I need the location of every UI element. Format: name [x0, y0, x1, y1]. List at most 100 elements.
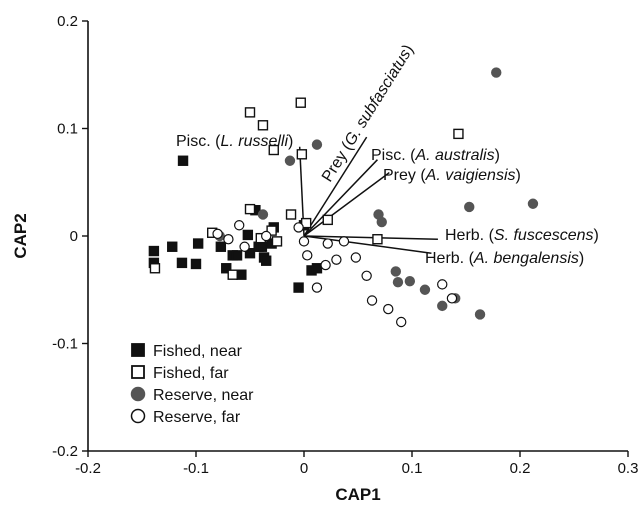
- x-tick-label: 0.1: [402, 460, 423, 477]
- vector-label: Herb. (A. bengalensis): [425, 250, 584, 267]
- point-reserve-far: [233, 220, 245, 231]
- point-reserve-near: [527, 198, 539, 209]
- point-fished-far: [227, 269, 238, 280]
- legend-label-reserve-near: Reserve, near: [153, 387, 254, 404]
- point-reserve-near: [437, 300, 448, 312]
- point-reserve-near: [373, 209, 384, 220]
- point-fished-near: [242, 229, 254, 241]
- point-reserve-near: [464, 201, 475, 213]
- point-fished-far: [322, 214, 333, 226]
- legend-marker-fished-near: [131, 343, 145, 357]
- vector-line: [303, 171, 390, 237]
- point-fished-near: [293, 282, 304, 293]
- point-reserve-far: [261, 230, 272, 242]
- vector-label: Prey (A. vaigiensis): [383, 167, 521, 184]
- point-fished-near: [261, 255, 272, 266]
- vector-label: Pisc. (L. russelli): [176, 133, 293, 150]
- x-axis-title: CAP1: [335, 485, 380, 504]
- legend-label-reserve-far: Reserve, far: [153, 409, 241, 426]
- point-reserve-near: [474, 309, 486, 320]
- point-fished-far: [300, 217, 312, 229]
- point-reserve-near: [311, 139, 323, 150]
- point-reserve-far: [298, 236, 310, 247]
- legend-label-fished-near: Fished, near: [153, 343, 243, 360]
- point-reserve-near: [392, 277, 404, 288]
- point-reserve-near: [390, 266, 401, 277]
- point-reserve-far: [446, 293, 458, 304]
- point-fished-near: [236, 269, 247, 280]
- point-fished-near: [192, 238, 204, 249]
- point-reserve-far: [383, 303, 394, 315]
- point-fished-near: [167, 241, 178, 252]
- vector-line: [303, 235, 438, 240]
- vector-line: [303, 136, 368, 237]
- point-fished-far: [244, 107, 256, 118]
- point-reserve-far: [311, 282, 323, 293]
- legend: Fished, near Fished, far Reserve, near Rese…: [130, 343, 254, 426]
- point-fished-far: [271, 236, 283, 247]
- point-reserve-far: [437, 279, 448, 290]
- point-reserve-far: [331, 254, 342, 265]
- vector-labels: Prey (G. subfasciatus)Pisc. (L. russelli…: [176, 42, 599, 267]
- point-fished-near: [221, 263, 232, 274]
- point-fished-far: [257, 120, 269, 131]
- axes: -0.2 -0.1 0 0.1 0.2 0.3 -0.2 -0.1 0 0.1 0.2: [52, 13, 638, 477]
- vectors: [298, 136, 438, 254]
- point-reserve-far: [361, 270, 372, 281]
- point-fished-near: [176, 257, 188, 269]
- point-fished-far: [453, 128, 464, 140]
- point-fished-far: [296, 149, 308, 160]
- point-fished-far: [285, 209, 297, 220]
- point-fished-far: [149, 263, 161, 274]
- point-fished-far: [268, 144, 279, 156]
- point-fished-near: [177, 155, 189, 166]
- point-reserve-far: [293, 222, 304, 233]
- data-points: [148, 67, 539, 328]
- point-reserve-far: [366, 295, 378, 306]
- x-tick-label: 0.2: [510, 460, 531, 477]
- y-tick-label: -0.2: [52, 443, 78, 460]
- point-reserve-near: [491, 67, 502, 78]
- y-tick-label: 0.1: [57, 121, 78, 138]
- point-reserve-near: [284, 155, 296, 166]
- point-reserve-near: [404, 275, 416, 287]
- vector-label: Pisc. (A. australis): [371, 147, 500, 164]
- y-tick-label: 0.2: [57, 13, 78, 30]
- point-fished-far: [266, 225, 277, 236]
- y-tick-label: 0: [70, 228, 78, 245]
- point-reserve-far: [223, 234, 234, 245]
- point-fished-far: [244, 203, 256, 215]
- point-reserve-far: [212, 228, 223, 240]
- point-fished-near: [215, 241, 227, 252]
- point-fished-far: [295, 97, 306, 108]
- point-fished-near: [190, 258, 202, 270]
- y-axis-title: CAP2: [11, 213, 30, 258]
- point-reserve-far: [239, 241, 250, 252]
- x-tick-label: -0.1: [183, 460, 209, 477]
- point-fished-near: [244, 247, 256, 259]
- point-reserve-far: [338, 236, 350, 247]
- x-tick-label: -0.2: [75, 460, 101, 477]
- y-tick-label: -0.1: [52, 336, 78, 353]
- point-reserve-far: [320, 259, 331, 271]
- vector-label: Herb. (S. fuscescens): [445, 227, 599, 244]
- point-fished-near: [231, 250, 243, 261]
- point-fished-near: [256, 241, 268, 252]
- legend-label-fished-far: Fished, far: [153, 365, 229, 382]
- point-fished-near: [148, 245, 160, 257]
- legend-marker-fished-far: [131, 365, 145, 379]
- vector-line: [303, 235, 432, 254]
- point-reserve-far: [350, 252, 362, 263]
- point-reserve-far: [396, 316, 407, 328]
- x-tick-label: 0.3: [618, 460, 639, 477]
- point-reserve-far: [302, 250, 313, 261]
- vector-line: [303, 159, 378, 237]
- x-tick-label: 0: [300, 460, 308, 477]
- legend-marker-reserve-near: [130, 386, 146, 402]
- legend-marker-reserve-far: [130, 408, 146, 424]
- point-fished-far: [372, 234, 383, 245]
- point-fished-near: [311, 263, 323, 274]
- point-reserve-near: [419, 284, 431, 295]
- point-reserve-far: [322, 238, 333, 249]
